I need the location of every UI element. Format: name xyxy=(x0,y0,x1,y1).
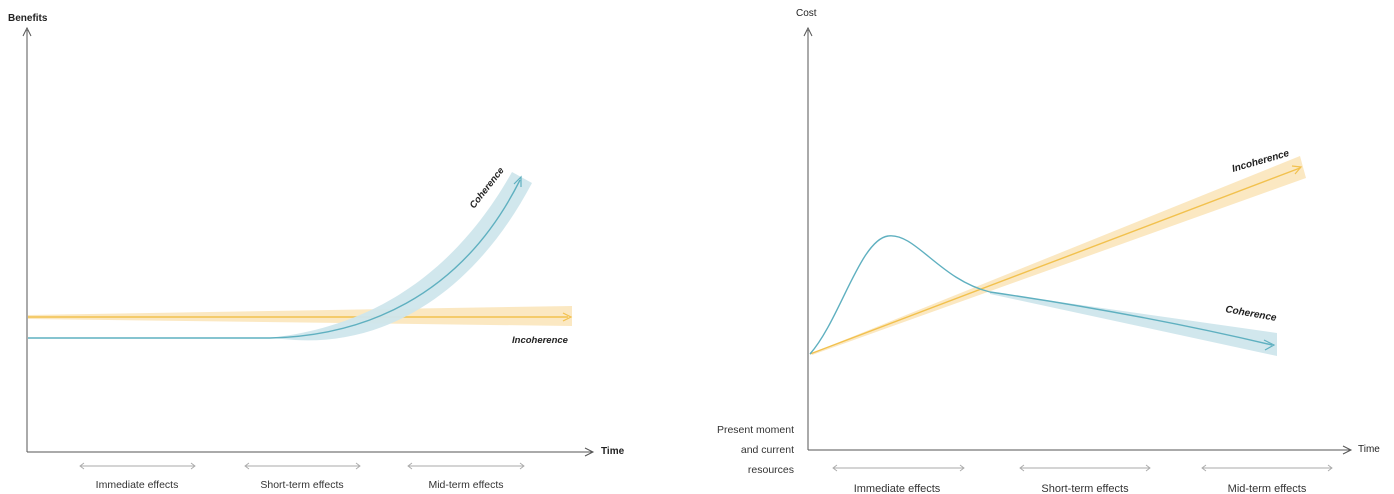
left-chart: Benefits Time Coherence Incoherence Imme… xyxy=(8,13,625,491)
right-x-arrowhead xyxy=(1342,445,1353,455)
left-incoherence-band xyxy=(28,306,572,326)
left-incoherence-label: Incoherence xyxy=(512,335,569,346)
origin-label-line: Present moment xyxy=(717,424,794,436)
right-coherence-arrowhead xyxy=(1263,339,1276,351)
right-y-arrowhead xyxy=(803,26,813,37)
right-period-label: Immediate effects xyxy=(854,483,941,494)
origin-label-line: resources xyxy=(748,464,794,476)
left-period-label: Immediate effects xyxy=(96,479,179,491)
left-incoherence-arrowhead xyxy=(562,312,573,322)
left-period-mid-term: Mid-term effects xyxy=(407,462,525,491)
left-period-short-term: Short-term effects xyxy=(244,462,361,491)
left-period-immediate: Immediate effects xyxy=(79,462,196,491)
right-x-axis-title: Time xyxy=(1358,444,1380,455)
left-x-axis-title: Time xyxy=(601,446,625,457)
right-period-mid-term: Mid-term effects xyxy=(1201,464,1333,494)
right-coherence-band xyxy=(990,292,1277,356)
right-incoherence-arrowhead xyxy=(1291,165,1303,175)
right-y-axis-title: Cost xyxy=(796,8,817,19)
right-incoherence-line xyxy=(809,167,1301,355)
right-incoherence-band xyxy=(812,156,1306,355)
left-y-arrowhead xyxy=(22,26,32,37)
right-period-short-term: Short-term effects xyxy=(1019,464,1151,494)
right-period-label: Short-term effects xyxy=(1041,483,1129,494)
right-coherence-curve xyxy=(809,235,1273,355)
right-period-label: Mid-term effects xyxy=(1228,483,1307,494)
right-coherence-label: Coherence xyxy=(1224,304,1277,324)
left-x-arrowhead xyxy=(584,447,595,457)
left-coherence-curve xyxy=(28,179,521,339)
left-y-axis-title: Benefits xyxy=(8,13,48,24)
left-coherence-arrowhead xyxy=(513,175,522,187)
right-period-immediate: Immediate effects xyxy=(832,464,965,494)
left-period-label: Mid-term effects xyxy=(428,479,503,491)
left-period-label: Short-term effects xyxy=(260,479,343,491)
right-chart: Cost Time Present moment and current res… xyxy=(717,8,1380,494)
origin-label-line: and current xyxy=(741,444,794,456)
